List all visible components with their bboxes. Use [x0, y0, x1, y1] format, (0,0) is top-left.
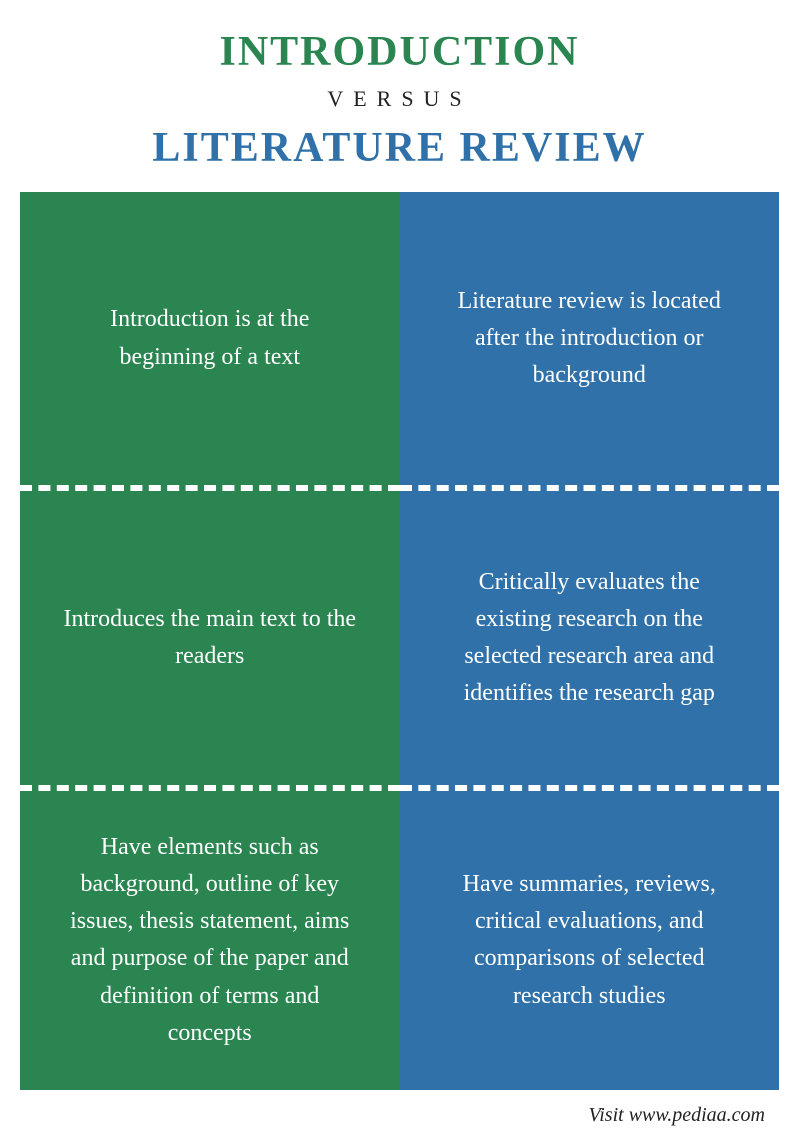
header: INTRODUCTION VERSUS LITERATURE REVIEW: [0, 0, 799, 192]
footer-credit: Visit www.pediaa.com: [0, 1090, 799, 1145]
cell-left-3: Have elements such as background, outlin…: [20, 791, 400, 1090]
title-literature-review: LITERATURE REVIEW: [20, 124, 779, 172]
cell-right-1: Literature review is located after the i…: [400, 192, 780, 491]
row-2: Introduces the main text to the readers …: [20, 491, 779, 790]
cell-left-2: Introduces the main text to the readers: [20, 491, 400, 790]
comparison-grid: Introduction is at the beginning of a te…: [0, 192, 799, 1090]
title-versus: VERSUS: [20, 86, 779, 112]
cell-right-2: Critically evaluates the existing resear…: [400, 491, 780, 790]
cell-right-3: Have summaries, reviews, critical evalua…: [400, 791, 780, 1090]
title-introduction: INTRODUCTION: [20, 28, 779, 76]
row-3: Have elements such as background, outlin…: [20, 791, 779, 1090]
cell-left-1: Introduction is at the beginning of a te…: [20, 192, 400, 491]
row-1: Introduction is at the beginning of a te…: [20, 192, 779, 491]
infographic-container: INTRODUCTION VERSUS LITERATURE REVIEW In…: [0, 0, 799, 1145]
